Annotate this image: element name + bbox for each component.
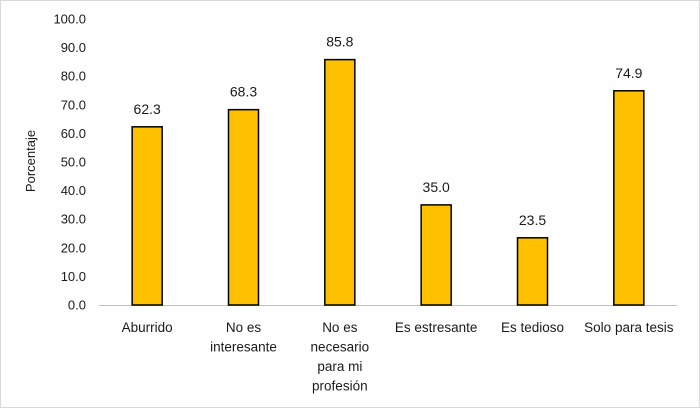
- y-tick-label: 70.0: [61, 97, 86, 112]
- y-tick-label: 0.0: [68, 298, 86, 313]
- y-tick-label: 20.0: [61, 240, 86, 255]
- bar: [613, 90, 645, 306]
- y-tick-label: 50.0: [61, 155, 86, 170]
- y-axis-ticks: 0.0 10.0 20.0 30.0 40.0 50.0 60.0 70.0 80.0 90.0 1…: [53, 12, 86, 313]
- y-axis-label: Porcentaje: [23, 130, 38, 192]
- y-tick-label: 80.0: [61, 69, 86, 84]
- y-tick-label: 10.0: [61, 269, 86, 284]
- data-label: 23.5: [519, 212, 546, 228]
- data-labels: 62.3 68.3 85.8 35.0 23.5 74.9: [134, 34, 643, 228]
- category-label: Es tedioso: [501, 320, 564, 335]
- y-tick-label: 90.0: [61, 40, 86, 55]
- bar: [324, 58, 356, 306]
- y-tick-label: 30.0: [61, 212, 86, 227]
- data-label: 68.3: [230, 84, 257, 100]
- y-tick-label: 40.0: [61, 183, 86, 198]
- category-label: Aburrido: [122, 320, 173, 335]
- data-label: 35.0: [423, 179, 450, 195]
- category-labels: Aburrido No es interesante No es necesario pa…: [122, 320, 674, 394]
- bar: [227, 108, 260, 306]
- category-label: Es estresante: [395, 320, 478, 335]
- bar: [420, 204, 452, 306]
- bar: [516, 237, 549, 306]
- data-label: 62.3: [134, 101, 161, 117]
- category-label: Solo para tesis: [584, 320, 674, 335]
- bars: [131, 58, 645, 306]
- category-label: No es interesante: [210, 320, 277, 355]
- category-label: No es necesario para mi profesión: [311, 320, 370, 394]
- bar: [131, 126, 163, 306]
- data-label: 74.9: [615, 65, 642, 81]
- data-label: 85.8: [326, 34, 353, 50]
- y-tick-label: 60.0: [61, 126, 86, 141]
- y-tick-label: 100.0: [53, 12, 86, 27]
